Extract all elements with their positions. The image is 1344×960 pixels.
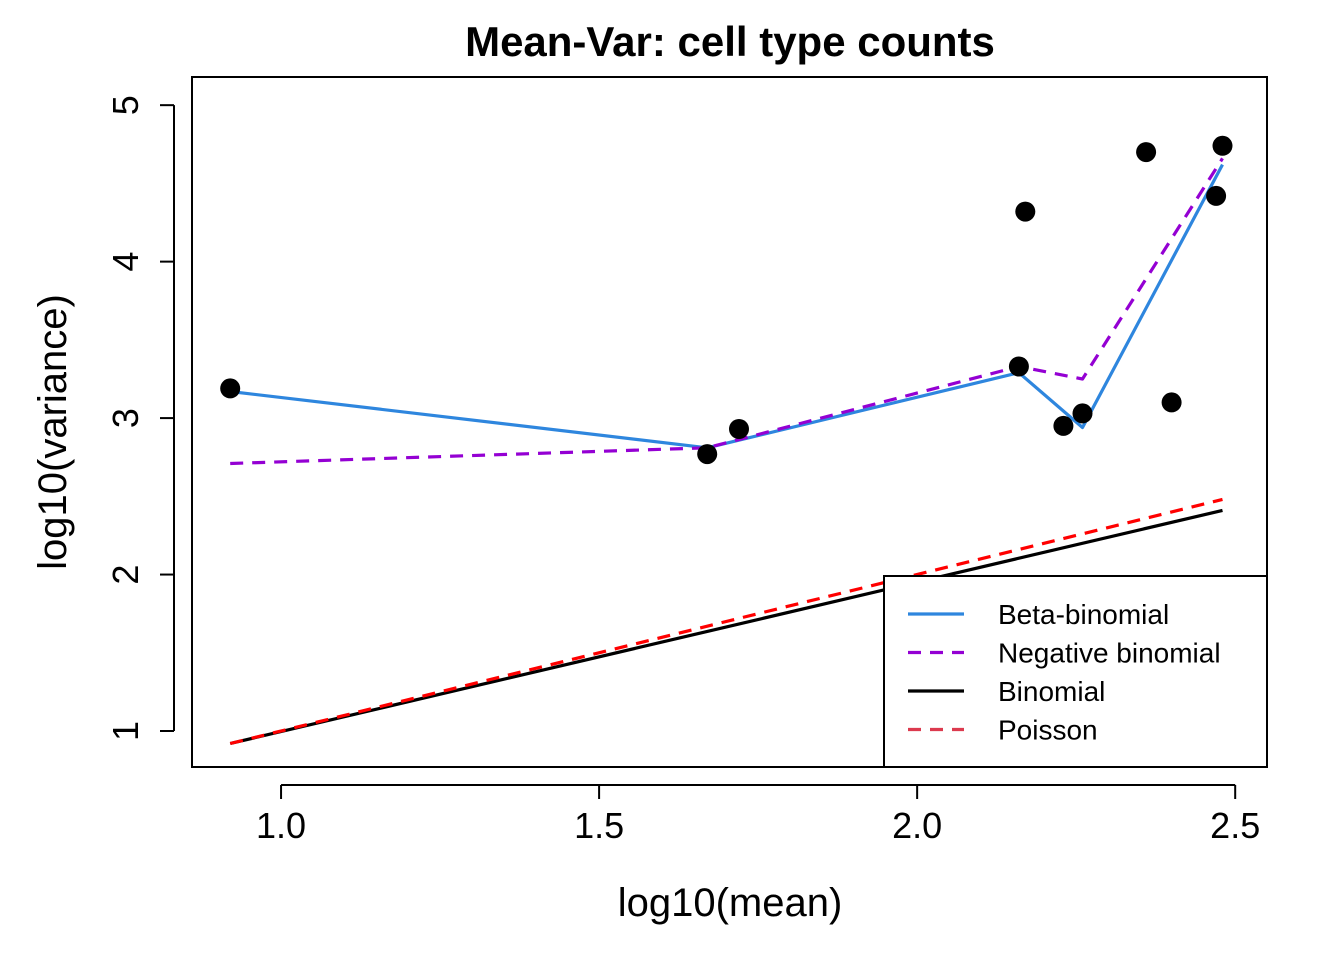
data-point [697,444,718,465]
y-tick-label: 5 [105,95,146,115]
series-line-poisson [229,497,1223,746]
legend-label-beta-binomial: Beta-binomial [998,599,1169,630]
axes: 1.0 1.5 2.0 2.5 1 2 3 4 5 [105,76,1268,846]
data-point [1053,415,1074,436]
y-tick-label: 2 [105,565,146,585]
x-axis-label: log10(mean) [618,881,843,925]
y-tick-label: 1 [105,721,146,741]
data-point [220,378,241,399]
data-point [1008,356,1029,377]
series-line-binomial [229,508,1223,746]
legend-label-poisson: Poisson [998,715,1098,746]
y-tick-label: 4 [105,252,146,272]
plot-frame [191,76,1268,768]
x-tick-label: 2.0 [892,805,942,846]
plot-area [220,135,1233,746]
y-tick-label: 3 [105,408,146,428]
y-axis-label: log10(variance) [31,294,75,570]
series-line-beta-binomial [230,163,1224,450]
legend-box [883,575,1268,768]
data-point [1072,403,1093,424]
legend-label-binomial: Binomial [998,676,1105,707]
data-point [1161,392,1182,413]
legend-label-negative-binomial: Negative binomial [998,638,1221,669]
data-point [1136,142,1157,163]
chart-title: Mean-Var: cell type counts [465,18,995,65]
x-tick-label: 2.5 [1210,805,1260,846]
x-tick-label: 1.0 [256,805,306,846]
data-point [1015,201,1036,222]
data-point [1212,135,1233,156]
legend: Beta-binomial Negative binomial Binomial Po… [883,575,1268,768]
x-tick-label: 1.5 [574,805,624,846]
data-point [729,419,749,439]
data-point [1206,185,1227,206]
